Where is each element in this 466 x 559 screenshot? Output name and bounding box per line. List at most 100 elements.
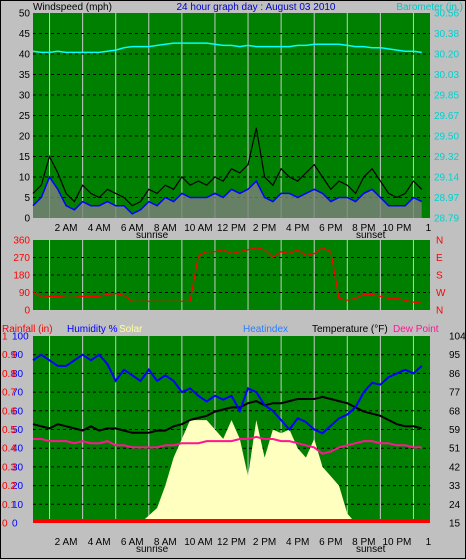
temperature-tick: 104 <box>449 332 466 343</box>
direction-tick: 90 <box>19 288 31 299</box>
temperature-tick: 51 <box>449 444 461 455</box>
humidity-tick: 70 <box>12 388 24 399</box>
windspeed-tick: 20 <box>19 132 31 143</box>
barometer-line <box>32 42 422 54</box>
rainfall-tick: 0.1 <box>2 500 16 511</box>
windspeed-tick: 5 <box>24 193 30 204</box>
sunrise-label-1: sunrise <box>136 230 169 241</box>
compass-tick: N <box>436 306 443 317</box>
temperature-tick: 95 <box>449 350 461 361</box>
barometer-tick: 29.50 <box>434 132 459 143</box>
graph-title: 24 hour graph day : August 03 2010 <box>176 2 335 13</box>
barometer-tick: 29.85 <box>434 91 459 102</box>
windspeed-label: Windspeed (mph) <box>33 2 112 13</box>
humidity-line <box>32 353 423 435</box>
weather-series-layer <box>32 353 430 523</box>
direction-tick: 180 <box>13 271 30 282</box>
temperature-line <box>32 395 422 434</box>
barometer-tick: 28.79 <box>434 214 459 225</box>
wind-average-area <box>33 177 422 218</box>
time-tick: 2 PM <box>253 537 276 548</box>
time-tick: 10 PM <box>382 537 411 548</box>
rainfall-tick: 1 <box>2 332 8 343</box>
legend-dewpoint: Dew Point <box>393 324 439 335</box>
rainfall-tick: 0.2 <box>2 481 16 492</box>
temperature-tick: 42 <box>449 462 461 473</box>
windspeed-tick: 35 <box>19 70 31 81</box>
legend-humidity: Humidity % <box>67 324 118 335</box>
rainfall-tick: 0.5 <box>2 425 16 436</box>
direction-tick: 0 <box>24 306 30 317</box>
time-tick: 2 AM <box>55 223 78 234</box>
legend-heatindex: Heatindex <box>243 324 288 335</box>
direction-tick: 270 <box>13 253 30 264</box>
barometer-tick: 30.20 <box>434 50 459 61</box>
solar-area <box>33 420 422 523</box>
barometer-tick: 30.38 <box>434 29 459 40</box>
temperature-tick: 68 <box>449 406 461 417</box>
barometer-tick: 29.67 <box>434 111 459 122</box>
compass-tick: S <box>436 271 443 282</box>
rainfall-tick: 0 <box>2 519 8 530</box>
time-tick: 8 AM <box>154 537 177 548</box>
direction-series-layer <box>32 247 422 304</box>
humidity-tick: 0 <box>12 519 18 530</box>
time-tick: 8 PM <box>352 223 375 234</box>
humidity-tick: 100 <box>12 332 29 343</box>
temperature-tick: 77 <box>449 388 461 399</box>
tick-labels-layer: 0510152025303540455028.7928.9729.1429.32… <box>2 9 466 530</box>
humidity-tick: 60 <box>12 406 24 417</box>
rainfall-tick: 0.7 <box>2 388 16 399</box>
compass-tick: N <box>436 236 443 247</box>
rainfall-tick: 0.6 <box>2 406 16 417</box>
temperature-tick: 86 <box>449 369 461 380</box>
barometer-tick: 28.97 <box>434 193 459 204</box>
humidity-tick: 50 <box>12 425 24 436</box>
compass-tick: W <box>436 288 446 299</box>
temperature-tick: 59 <box>449 425 461 436</box>
barometer-tick: 29.14 <box>434 173 459 184</box>
barometer-tick: 30.03 <box>434 70 459 81</box>
rainfall-bar <box>33 519 430 523</box>
legend-rainfall: Rainfall (in) <box>2 324 53 335</box>
direction-tick: 360 <box>13 236 30 247</box>
windspeed-tick: 25 <box>19 111 31 122</box>
rainfall-tick: 0.4 <box>2 444 16 455</box>
time-tick: 2 PM <box>253 223 276 234</box>
time-tick: 10 AM <box>184 223 212 234</box>
time-tick: 4 PM <box>286 223 309 234</box>
time-tick: 1 <box>426 223 432 234</box>
time-tick: 6 AM <box>121 537 144 548</box>
humidity-tick: 20 <box>12 481 24 492</box>
time-tick: 4 AM <box>88 223 111 234</box>
windspeed-tick: 15 <box>19 152 31 163</box>
humidity-tick: 90 <box>12 350 24 361</box>
direction-line <box>32 247 422 304</box>
time-axis-top: 2 AM 4 AM 6 AM 8 AM 10 AM 12 PM 2 PM 4 PM 6 PM 8 … <box>55 223 432 234</box>
wind-series-layer <box>32 42 423 218</box>
time-tick: 4 AM <box>88 537 111 548</box>
time-tick: 12 PM <box>217 223 246 234</box>
time-tick: 6 AM <box>121 223 144 234</box>
time-tick: 8 PM <box>352 537 375 548</box>
humidity-tick: 30 <box>12 462 24 473</box>
compass-tick: E <box>436 253 443 264</box>
temperature-tick: 33 <box>449 481 461 492</box>
rainfall-tick: 0.3 <box>2 462 16 473</box>
dewpoint-line <box>33 435 422 455</box>
barometer-label: Barometer (in.) <box>396 2 463 13</box>
barometer-tick: 30.56 <box>434 9 459 20</box>
sunset-label-1: sunset <box>356 230 386 241</box>
humidity-tick: 10 <box>12 500 24 511</box>
time-tick: 1 <box>426 537 432 548</box>
windspeed-tick: 40 <box>19 50 31 61</box>
time-tick: 6 PM <box>319 537 342 548</box>
windspeed-tick: 30 <box>19 91 31 102</box>
windspeed-line <box>32 127 423 207</box>
legend-temperature: Temperature (°F) <box>312 324 388 335</box>
sunset-label-2: sunset <box>356 544 386 555</box>
time-tick: 2 AM <box>55 537 78 548</box>
time-tick: 10 AM <box>184 537 212 548</box>
wind-average-line <box>32 175 423 215</box>
barometer-tick: 29.32 <box>434 152 459 163</box>
